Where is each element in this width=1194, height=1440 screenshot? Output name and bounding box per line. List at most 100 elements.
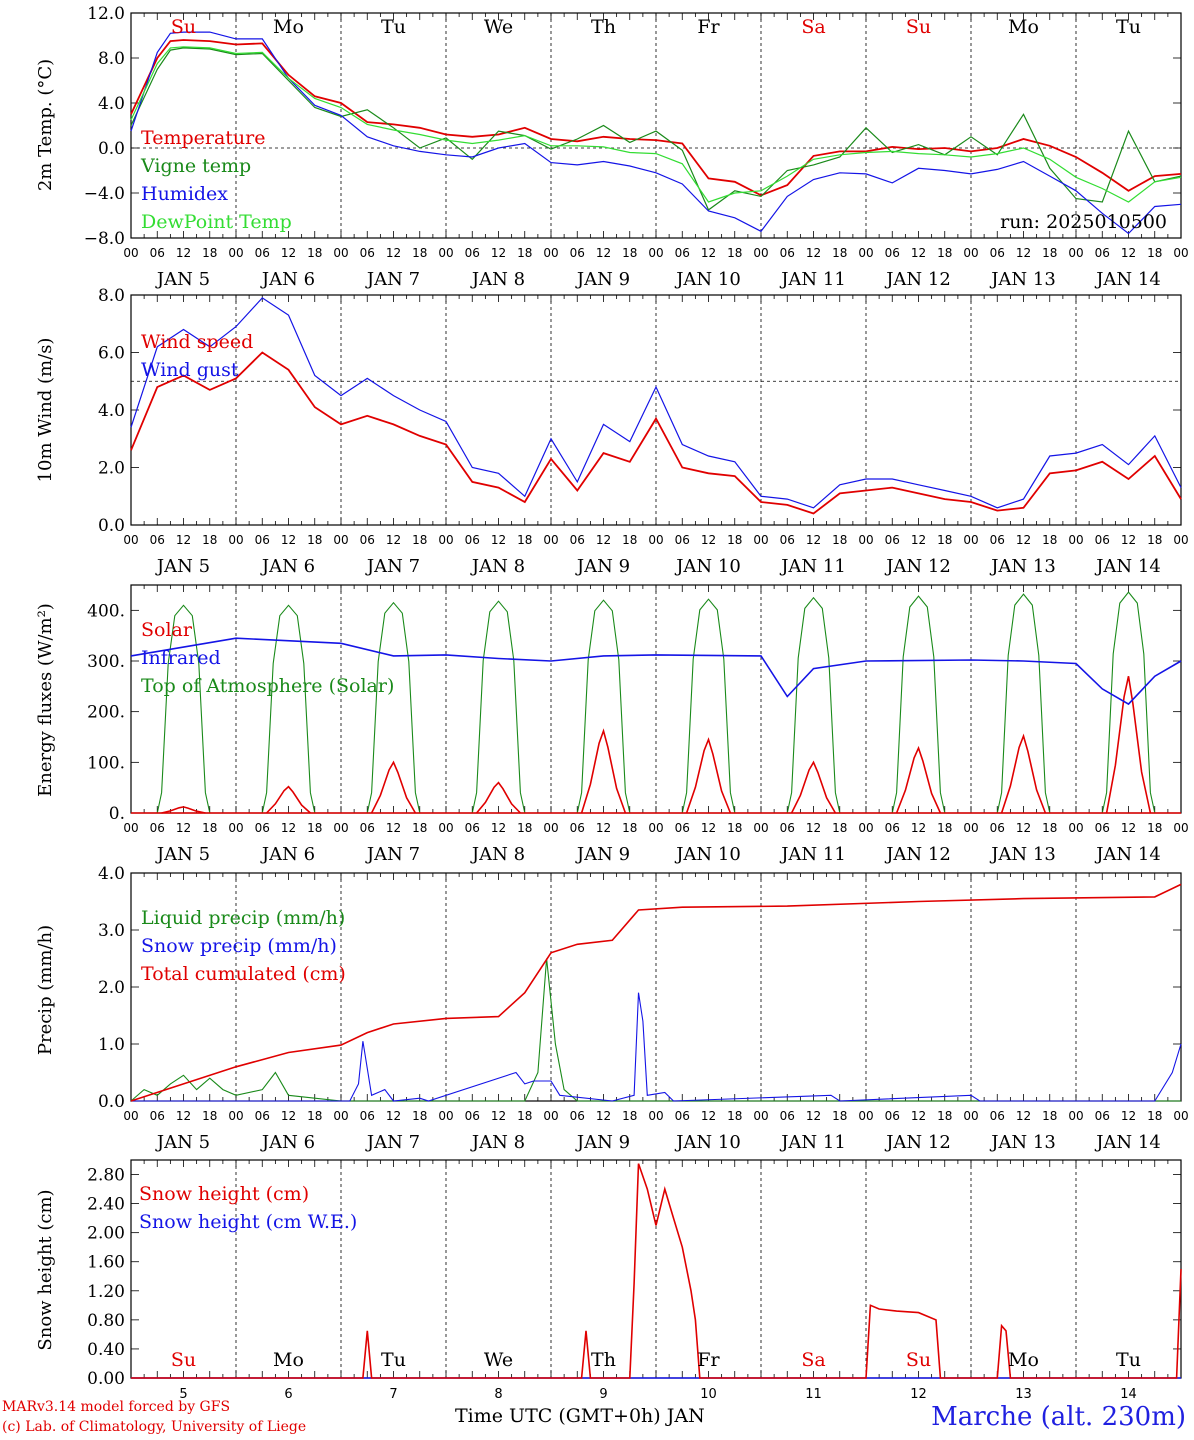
hour-tick-label: 18 [1147,821,1162,835]
hour-tick-label: 12 [176,1109,191,1123]
hour-tick-label: 18 [727,533,742,547]
legend-entry: Snow precip (mm/h) [141,935,337,957]
day-number: 6 [284,1387,292,1402]
hour-tick-label: 18 [202,246,217,260]
y-tick-label: 200. [87,703,125,723]
hour-tick-label: 12 [491,1109,506,1123]
y-tick-label: 0.80 [87,1311,125,1331]
hour-tick-label: 00 [1173,533,1188,547]
hour-tick-label: 06 [465,821,480,835]
date-label: JAN 10 [674,269,741,290]
hour-tick-label: 18 [1147,533,1162,547]
hour-tick-label: 18 [412,246,427,260]
hour-tick-label: 18 [412,1109,427,1123]
hour-tick-label: 00 [753,1109,768,1123]
solar-line [1000,733,1047,814]
y-tick-label: 4.0 [98,401,125,421]
hour-tick-label: 18 [307,533,322,547]
hour-tick-label: 00 [543,533,558,547]
hour-tick-label: 18 [622,533,637,547]
hour-tick-label: 18 [1147,1109,1162,1123]
date-label: JAN 11 [779,269,846,290]
y-axis-label: 10m Wind (m/s) [35,338,56,483]
y-tick-label: 8.0 [98,49,125,69]
y-tick-label: 2.0 [98,978,125,998]
series-line [130,958,1181,1102]
day-name: Tu [381,1349,406,1371]
series-line [130,47,1182,211]
date-label: JAN 10 [674,556,741,577]
hour-tick-label: 00 [648,821,663,835]
hour-tick-label: 06 [780,1109,795,1123]
hour-tick-label: 12 [1016,533,1031,547]
day-name: Fr [697,1349,720,1371]
date-label: JAN 5 [155,1132,210,1153]
hour-tick-label: 00 [1068,1109,1083,1123]
y-tick-label: 0.40 [87,1340,125,1360]
hour-tick-label: 12 [806,821,821,835]
solar-line [475,781,521,814]
date-label: JAN 13 [989,844,1056,865]
hour-tick-label: 06 [885,246,900,260]
hour-tick-label: 06 [360,246,375,260]
y-tick-label: 3.0 [98,921,125,941]
hour-tick-label: 06 [150,1109,165,1123]
y-tick-label: 0.00 [87,1369,125,1389]
date-label: JAN 11 [779,556,846,577]
hour-tick-label: 06 [990,821,1005,835]
hour-tick-label: 00 [438,246,453,260]
hour-tick-label: 06 [465,1109,480,1123]
hour-tick-label: 18 [622,246,637,260]
infrared-line [130,637,1182,706]
y-tick-label: 4.0 [98,864,125,884]
series-line [130,297,1182,509]
hour-tick-label: 00 [438,533,453,547]
toa-solar-line [761,596,866,814]
hour-tick-label: 06 [780,246,795,260]
toa-solar-line [866,595,971,814]
date-label: JAN 12 [884,269,951,290]
y-tick-label: 2.80 [87,1166,125,1186]
day-name: Tu [381,16,406,38]
day-number: 8 [494,1387,502,1402]
series-line [131,992,1182,1102]
hour-tick-label: 18 [622,821,637,835]
hour-tick-label: 00 [333,246,348,260]
hour-tick-label: 18 [1042,533,1057,547]
day-name: Mo [1008,1349,1039,1371]
hour-tick-label: 18 [937,533,952,547]
y-tick-label: 0.0 [98,516,125,536]
hour-tick-label: 00 [228,1109,243,1123]
hour-tick-label: 18 [412,821,427,835]
hour-tick-label: 18 [202,1109,217,1123]
date-label: JAN 7 [365,844,420,865]
solar-line [1105,676,1152,814]
hour-tick-label: 06 [675,246,690,260]
hour-tick-label: 18 [1147,246,1162,260]
legend-entry: Wind speed [141,331,253,353]
legend-entry: Infrared [141,647,221,669]
day-name: Su [171,16,196,38]
hour-tick-label: 06 [465,533,480,547]
hour-tick-label: 00 [1173,246,1188,260]
panel-5: 2.80 2.40 2.00 1.60 1.20 0.80 0.40 0.00 Snow hei… [35,1159,1182,1402]
legend-entry: Top of Atmosphere (Solar) [141,675,394,697]
y-axis-label: 2m Temp. (°C) [35,59,56,191]
hour-tick-label: 06 [990,533,1005,547]
hour-tick-label: 12 [806,1109,821,1123]
hour-tick-label: 12 [1121,1109,1136,1123]
solar-line [370,760,417,814]
hour-tick-label: 00 [648,533,663,547]
hour-tick-label: 18 [517,821,532,835]
y-tick-label: 100. [87,753,125,773]
hour-tick-label: 00 [543,821,558,835]
hour-tick-label: 12 [596,533,611,547]
legend-entry: Snow height (cm) [139,1183,309,1205]
hour-tick-label: 06 [675,821,690,835]
hour-tick-label: 06 [570,533,585,547]
hour-tick-label: 12 [281,821,296,835]
hour-tick-label: 12 [491,246,506,260]
toa-solar-line [551,599,656,814]
day-number: 12 [910,1387,927,1402]
hour-tick-label: 00 [1068,533,1083,547]
